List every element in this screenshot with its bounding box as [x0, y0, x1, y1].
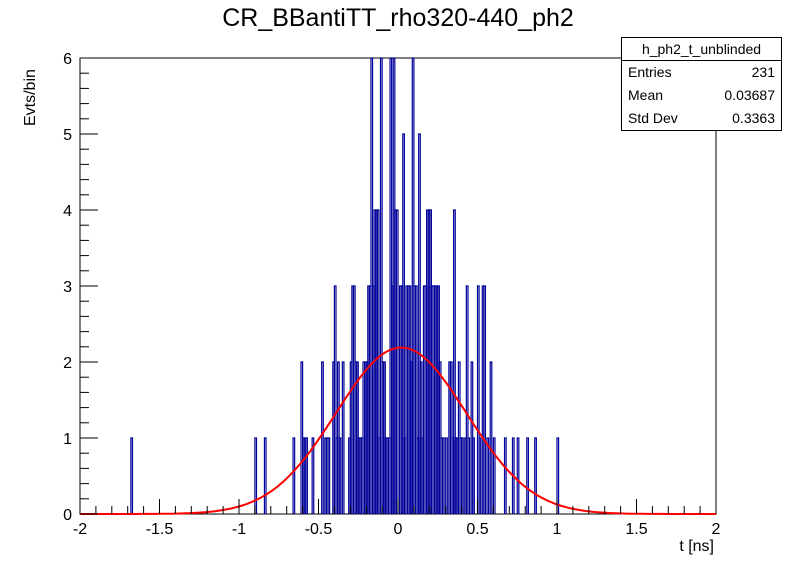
- stats-label: Std Dev: [628, 110, 678, 126]
- x-tick-label: -1: [232, 521, 246, 538]
- stats-label: Entries: [628, 64, 672, 80]
- x-tick-label: -0.5: [305, 521, 333, 538]
- histogram-bin: [461, 437, 464, 514]
- histogram-bin: [418, 133, 421, 514]
- stats-value: 0.3363: [732, 110, 775, 126]
- y-tick-label: 5: [63, 127, 72, 144]
- histogram-bin: [526, 437, 529, 514]
- x-tick-label: 0: [394, 521, 403, 538]
- x-tick-label: -1.5: [146, 521, 174, 538]
- histogram-bin: [321, 361, 324, 514]
- stats-label: Mean: [628, 87, 664, 103]
- histogram-bin: [292, 437, 296, 514]
- histogram-bin: [492, 437, 496, 514]
- histogram-bin: [333, 285, 337, 514]
- histogram-bin: [453, 209, 456, 514]
- histogram-bin: [483, 285, 487, 514]
- histogram-bin: [327, 437, 331, 514]
- y-tick-label: 0: [63, 507, 72, 524]
- histogram-bin: [489, 361, 493, 514]
- histogram-bin: [445, 437, 448, 514]
- histogram-bin: [376, 209, 380, 514]
- y-axis-label: Evts/bin: [22, 69, 39, 126]
- stats-row-entries: Entries 231: [622, 61, 781, 84]
- x-tick-label: 0.5: [466, 521, 488, 538]
- x-tick-label: -2: [73, 521, 87, 538]
- histogram-bin: [472, 437, 475, 514]
- histogram-bin: [476, 285, 480, 514]
- stats-histogram-name: h_ph2_t_unblinded: [622, 38, 781, 61]
- chart-title: CR_BBantiTT_rho320-440_ph2: [222, 4, 574, 32]
- histogram-bin: [305, 437, 308, 514]
- histogram-bin: [414, 285, 418, 514]
- histogram-bin: [503, 437, 507, 514]
- y-tick-label: 1: [63, 431, 72, 448]
- y-tick-label: 6: [63, 51, 72, 68]
- y-tick-label: 4: [63, 203, 72, 220]
- x-tick-label: 1: [553, 521, 562, 538]
- histogram-bin: [441, 437, 445, 514]
- histogram-bin: [263, 437, 267, 514]
- gaussian-fit-curve: [80, 346, 716, 515]
- histogram-bin: [395, 209, 399, 514]
- histogram-bin: [402, 133, 405, 514]
- y-tick-label: 3: [63, 279, 72, 296]
- histogram-bin: [465, 285, 469, 514]
- histogram-bin: [379, 57, 383, 514]
- histogram-bin: [311, 437, 315, 514]
- histogram-bin: [478, 437, 482, 514]
- x-tick-label: 2: [712, 521, 721, 538]
- histogram-bin: [556, 437, 560, 514]
- stats-row-stddev: Std Dev 0.3363: [622, 107, 781, 130]
- histogram-bin: [516, 437, 520, 514]
- histogram-bin: [341, 361, 345, 514]
- histogram-bin: [130, 437, 134, 514]
- stats-box: h_ph2_t_unblinded Entries 231 Mean 0.036…: [621, 37, 782, 131]
- stats-value: 0.03687: [724, 87, 775, 103]
- histogram-bin: [467, 437, 471, 514]
- histogram-bin: [486, 437, 490, 514]
- x-tick-label: 1.5: [625, 521, 647, 538]
- x-axis-label: t [ns]: [679, 538, 714, 555]
- histogram-bin: [534, 437, 537, 514]
- histogram-bin: [254, 437, 258, 514]
- stats-row-mean: Mean 0.03687: [622, 84, 781, 107]
- y-tick-label: 2: [63, 355, 72, 372]
- stats-value: 231: [751, 64, 775, 80]
- histogram-bin: [338, 437, 342, 514]
